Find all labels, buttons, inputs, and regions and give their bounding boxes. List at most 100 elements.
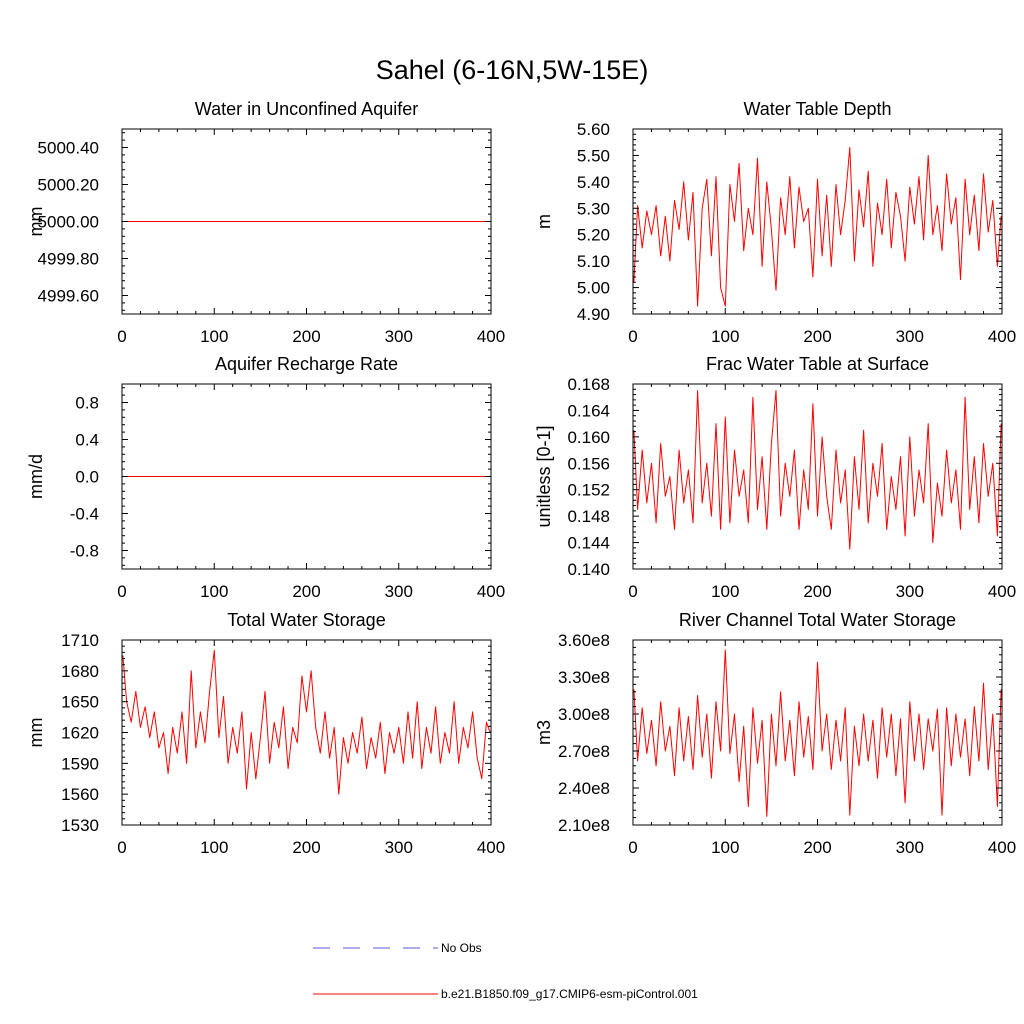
x-tick-label: 400 xyxy=(988,327,1016,346)
series-line xyxy=(122,649,491,795)
y-tick-label: 3.30e8 xyxy=(558,668,610,687)
y-tick-label: 5.20 xyxy=(577,226,610,245)
y-tick-label: 2.70e8 xyxy=(558,742,610,761)
panel-title: Water Table Depth xyxy=(743,99,891,119)
series-line xyxy=(633,390,1002,550)
y-axis-label: mm xyxy=(26,718,46,748)
legend-obs-label: No Obs xyxy=(441,941,482,955)
y-tick-label: 4999.60 xyxy=(38,287,99,306)
plot-frame xyxy=(632,128,1003,315)
x-tick-label: 100 xyxy=(711,838,739,857)
y-tick-label: 1710 xyxy=(61,631,99,650)
x-tick-label: 200 xyxy=(803,327,831,346)
y-tick-label: 1680 xyxy=(61,662,99,681)
panel-3: Aquifer Recharge Rate mm/d 0 100 200 300 400 -0… xyxy=(26,354,505,601)
x-tick-label: 100 xyxy=(200,327,228,346)
panel-6: River Channel Total Water Storage m3 0 100 2… xyxy=(534,610,1016,857)
y-tick-label: 5.30 xyxy=(577,199,610,218)
panel-title: River Channel Total Water Storage xyxy=(679,610,956,630)
plot-frame xyxy=(121,639,492,826)
x-tick-label: 300 xyxy=(385,327,413,346)
x-tick-label: 400 xyxy=(988,838,1016,857)
y-tick-label: 1590 xyxy=(61,754,99,773)
x-tick-label: 300 xyxy=(896,327,924,346)
x-tick-label: 200 xyxy=(292,582,320,601)
plot-frame xyxy=(632,383,1003,570)
y-tick-label: -0.8 xyxy=(70,542,99,561)
legend: No Obs b.e21.B1850.f09_g17.CMIP6-esm-piC… xyxy=(313,941,698,1001)
series-line xyxy=(633,649,1002,817)
x-tick-label: 200 xyxy=(292,327,320,346)
y-tick-label: 1530 xyxy=(61,816,99,835)
y-tick-label: 4.90 xyxy=(577,305,610,324)
panel-5: Total Water Storage mm 0 100 200 300 400 1530 15… xyxy=(26,610,505,857)
x-tick-label: 400 xyxy=(477,582,505,601)
y-axis-label: unitless [0-1] xyxy=(534,425,554,527)
y-tick-label: 0.140 xyxy=(567,560,610,579)
figure-title: Sahel (6-16N,5W-15E) xyxy=(376,55,649,85)
y-tick-label: 0.8 xyxy=(75,394,99,413)
y-axis-label: mm xyxy=(26,207,46,237)
y-tick-label: 0.156 xyxy=(567,454,610,473)
y-tick-label: 0.168 xyxy=(567,375,610,394)
y-tick-label: 5000.00 xyxy=(38,213,99,232)
y-tick-label: 3.00e8 xyxy=(558,705,610,724)
y-tick-label: 2.10e8 xyxy=(558,816,610,835)
x-tick-label: 0 xyxy=(117,582,126,601)
y-tick-label: 5000.40 xyxy=(38,139,99,158)
panel-1: Water in Unconfined Aquifer mm 0 100 200 300 4… xyxy=(26,99,505,346)
panel-title: Total Water Storage xyxy=(227,610,385,630)
x-tick-label: 0 xyxy=(117,327,126,346)
panel-title: Frac Water Table at Surface xyxy=(706,354,929,374)
y-tick-label: 1620 xyxy=(61,724,99,743)
x-tick-label: 100 xyxy=(200,582,228,601)
x-tick-label: 0 xyxy=(628,838,637,857)
y-tick-label: 3.60e8 xyxy=(558,631,610,650)
series-line xyxy=(633,147,1002,307)
x-tick-label: 100 xyxy=(711,327,739,346)
y-tick-label: 0.160 xyxy=(567,428,610,447)
x-tick-label: 100 xyxy=(200,838,228,857)
y-tick-label: 0.144 xyxy=(567,534,610,553)
legend-series-label: b.e21.B1850.f09_g17.CMIP6-esm-piControl.… xyxy=(441,987,698,1001)
x-tick-label: 0 xyxy=(628,327,637,346)
y-tick-label: 1560 xyxy=(61,785,99,804)
panel-2: Water Table Depth m 0 100 200 300 400 4.90 5.00 5… xyxy=(534,99,1016,346)
y-tick-label: 5000.20 xyxy=(38,176,99,195)
y-axis-label: m3 xyxy=(534,720,554,745)
y-tick-label: 5.50 xyxy=(577,146,610,165)
y-tick-label: 5.40 xyxy=(577,173,610,192)
y-tick-label: 5.60 xyxy=(577,120,610,139)
x-tick-label: 400 xyxy=(988,582,1016,601)
x-tick-label: 300 xyxy=(385,582,413,601)
x-tick-label: 0 xyxy=(117,838,126,857)
y-tick-label: 0.4 xyxy=(75,431,99,450)
panels: Water in Unconfined Aquifer mm 0 100 200 300 4… xyxy=(26,99,1016,857)
y-tick-label: 0.164 xyxy=(567,401,610,420)
y-axis-label: mm/d xyxy=(26,454,46,499)
y-tick-label: 0.0 xyxy=(75,468,99,487)
panel-title: Aquifer Recharge Rate xyxy=(215,354,398,374)
x-tick-label: 100 xyxy=(711,582,739,601)
x-tick-label: 200 xyxy=(803,582,831,601)
y-tick-label: 4999.80 xyxy=(38,250,99,269)
y-tick-label: -0.4 xyxy=(70,505,99,524)
panel-title: Water in Unconfined Aquifer xyxy=(195,99,418,119)
y-tick-label: 2.40e8 xyxy=(558,779,610,798)
x-tick-label: 200 xyxy=(292,838,320,857)
x-tick-label: 300 xyxy=(896,582,924,601)
panel-4: Frac Water Table at Surface unitless [0-1… xyxy=(534,354,1016,601)
x-tick-label: 200 xyxy=(803,838,831,857)
y-tick-label: 1650 xyxy=(61,693,99,712)
y-tick-label: 5.10 xyxy=(577,252,610,271)
x-tick-label: 0 xyxy=(628,582,637,601)
y-axis-label: m xyxy=(534,214,554,229)
x-tick-label: 300 xyxy=(385,838,413,857)
x-tick-label: 400 xyxy=(477,838,505,857)
y-tick-label: 5.00 xyxy=(577,279,610,298)
y-tick-label: 0.152 xyxy=(567,481,610,500)
x-tick-label: 400 xyxy=(477,327,505,346)
y-tick-label: 0.148 xyxy=(567,507,610,526)
x-tick-label: 300 xyxy=(896,838,924,857)
